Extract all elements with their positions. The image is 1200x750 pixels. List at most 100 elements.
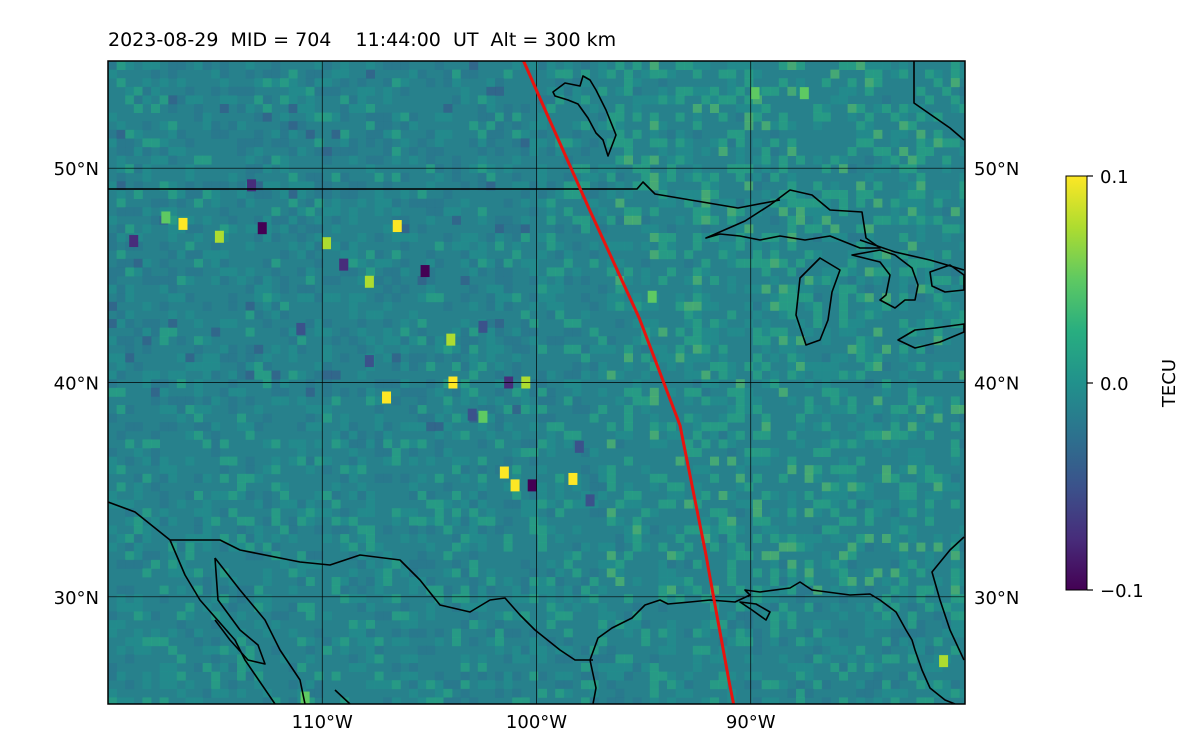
- tec-field-cell: [667, 233, 676, 242]
- tec-field-cell: [348, 456, 358, 466]
- tec-field-cell: [727, 207, 737, 217]
- tec-field-cell: [658, 147, 668, 156]
- tec-field-cell: [856, 293, 866, 303]
- tec-field-cell: [598, 602, 608, 612]
- tec-field-cell: [615, 370, 625, 380]
- tec-field-cell: [546, 69, 556, 79]
- tec-field-cell: [185, 611, 195, 621]
- tec-field-cell: [314, 61, 324, 70]
- tec-field-cell: [753, 594, 762, 604]
- tec-field-cell: [538, 577, 547, 586]
- tec-field-cell: [538, 542, 547, 552]
- tec-field-cell: [839, 663, 848, 672]
- tec-field-cell: [443, 551, 453, 561]
- tec-field-cell: [581, 370, 590, 380]
- tec-field-cell: [804, 508, 814, 518]
- tec-field-cell: [778, 198, 788, 208]
- tec-field-cell: [942, 336, 952, 346]
- tec-anomaly-cell: [568, 472, 578, 485]
- tec-field-cell: [641, 525, 651, 535]
- tec-field-cell: [495, 387, 504, 397]
- tec-field-cell: [151, 215, 160, 225]
- tec-field-cell: [916, 628, 926, 638]
- tec-field-cell: [555, 224, 565, 234]
- tec-field-cell: [374, 680, 384, 690]
- tec-field-cell: [589, 362, 599, 371]
- tec-field-cell: [899, 284, 909, 294]
- tec-field-cell: [529, 293, 539, 303]
- tec-field-cell: [219, 250, 229, 260]
- tec-anomaly-cell: [510, 479, 520, 492]
- tec-field-cell: [512, 241, 522, 251]
- tec-field-cell: [297, 439, 307, 449]
- tec-field-cell: [813, 362, 823, 371]
- tec-field-cell: [314, 198, 324, 208]
- tec-field-cell: [804, 637, 814, 647]
- tec-field-cell: [606, 671, 616, 681]
- tec-field-cell: [710, 456, 719, 466]
- tec-field-cell: [374, 198, 384, 208]
- tec-field-cell: [245, 224, 255, 234]
- tec-field-cell: [649, 224, 659, 234]
- tec-field-cell: [357, 104, 367, 113]
- tec-field-cell: [727, 276, 737, 285]
- tec-field-cell: [305, 688, 315, 698]
- tec-field-cell: [288, 215, 298, 225]
- tec-field-cell: [933, 112, 943, 122]
- tec-field-cell: [366, 680, 375, 690]
- tec-field-cell: [813, 293, 823, 303]
- tec-field-cell: [194, 473, 203, 483]
- tec-field-cell: [469, 508, 479, 518]
- tec-field-cell: [581, 697, 590, 704]
- tec-field-cell: [907, 602, 917, 612]
- tec-field-cell: [434, 671, 444, 681]
- tec-field-cell: [925, 95, 934, 105]
- tec-field-cell: [211, 620, 221, 629]
- tec-field-cell: [297, 448, 307, 457]
- tec-field-cell: [890, 559, 900, 569]
- tec-field-cell: [856, 688, 866, 698]
- tec-field-cell: [340, 61, 350, 70]
- tec-field-cell: [348, 516, 358, 526]
- tec-field-cell: [787, 688, 797, 698]
- tec-field-cell: [271, 516, 281, 526]
- tec-field-cell: [899, 104, 909, 113]
- tec-field-cell: [882, 301, 891, 311]
- tec-field-cell: [916, 697, 926, 704]
- tec-field-cell: [796, 439, 805, 449]
- tec-field-cell: [417, 534, 427, 543]
- tec-field-cell: [950, 69, 960, 79]
- tec-field-cell: [151, 628, 160, 638]
- tec-field-cell: [675, 353, 685, 363]
- tec-field-cell: [624, 413, 633, 423]
- tec-field-cell: [744, 78, 754, 88]
- tec-field-cell: [942, 628, 952, 638]
- tec-field-cell: [374, 258, 384, 268]
- tec-field-cell: [778, 577, 788, 586]
- tec-field-cell: [357, 327, 367, 337]
- tec-field-cell: [555, 267, 565, 277]
- tec-field-cell: [847, 542, 857, 552]
- tec-field-cell: [194, 104, 203, 113]
- tec-field-cell: [692, 207, 702, 217]
- tec-field-cell: [297, 104, 307, 113]
- tec-field-cell: [778, 301, 788, 311]
- tec-field-cell: [856, 344, 866, 354]
- tec-field-cell: [348, 542, 358, 552]
- tec-field-cell: [925, 344, 934, 354]
- tec-field-cell: [133, 482, 143, 492]
- tec-field-cell: [211, 671, 221, 681]
- tec-field-cell: [821, 276, 831, 285]
- tec-field-cell: [495, 112, 504, 122]
- tec-field-cell: [194, 525, 203, 535]
- tec-field-cell: [116, 559, 126, 569]
- tec-field-cell: [753, 405, 762, 414]
- tec-field-cell: [495, 267, 504, 277]
- tec-field-cell: [873, 473, 883, 483]
- tec-field-cell: [133, 525, 143, 535]
- tec-field-cell: [744, 112, 754, 122]
- tec-field-cell: [383, 439, 393, 449]
- tec-field-cell: [598, 207, 608, 217]
- tec-field-cell: [245, 241, 255, 251]
- tec-field-cell: [538, 465, 547, 475]
